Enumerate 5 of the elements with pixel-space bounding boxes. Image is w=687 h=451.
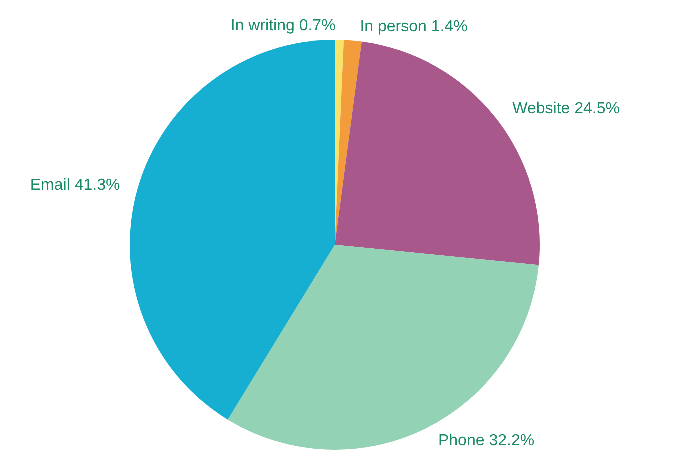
slice-label: In writing 0.7% [230,17,336,34]
slice-label: In person 1.4% [360,18,468,36]
slice-label: Phone 32.2% [438,432,535,450]
slice-label: Email 41.3% [30,177,120,194]
slice-label: Website 24.5% [512,100,620,118]
